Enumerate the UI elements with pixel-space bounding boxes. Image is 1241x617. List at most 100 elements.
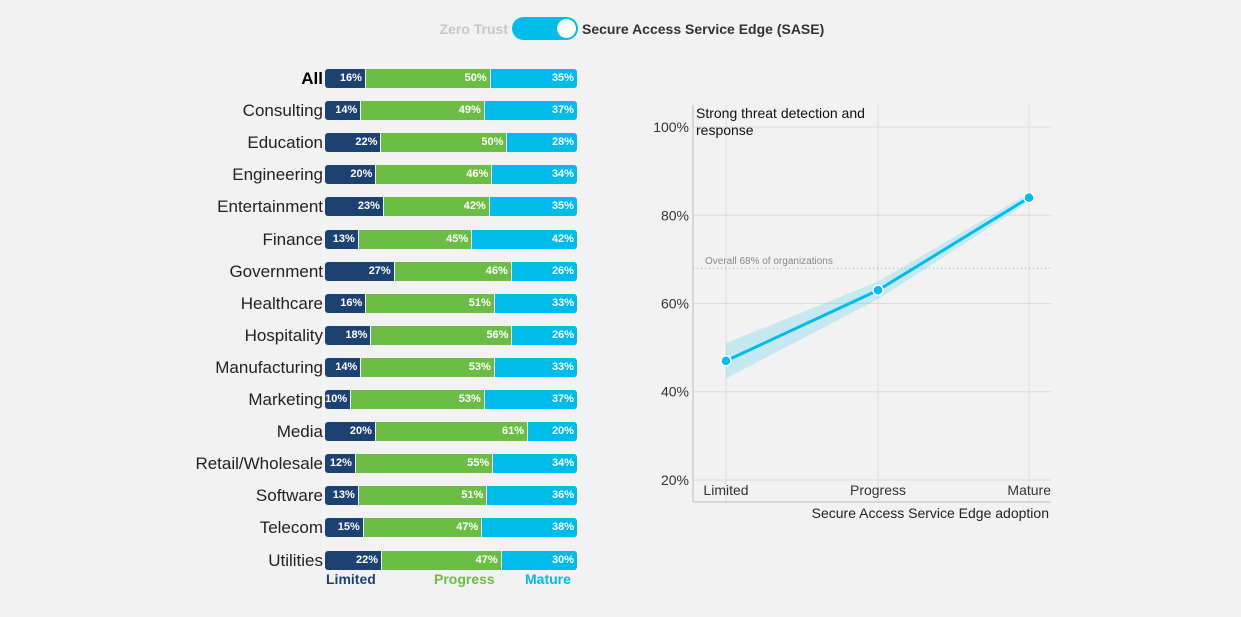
bar-segment-mature[interactable]: 35% <box>488 197 577 217</box>
reference-line-label: Overall 68% of organizations <box>705 256 833 267</box>
bar-segment-mature[interactable]: 34% <box>491 165 577 185</box>
stacked-bar[interactable]: 27% 46% 26% <box>325 261 577 281</box>
data-point[interactable] <box>1023 191 1035 204</box>
bar-row: Retail/Wholesale 12% 55% 34% <box>0 453 600 474</box>
data-point[interactable] <box>872 284 884 297</box>
bar-segment-progress[interactable]: 46% <box>393 261 511 281</box>
bar-segment-mature[interactable]: 30% <box>500 550 577 570</box>
stacked-bar[interactable]: 14% 49% 37% <box>325 101 577 121</box>
bar-row: Marketing 10% 53% 37% <box>0 389 600 410</box>
bar-segment-progress[interactable]: 47% <box>381 550 501 570</box>
stacked-bar[interactable]: 14% 53% 33% <box>325 357 577 377</box>
stacked-bar[interactable]: 20% 46% 34% <box>325 165 577 185</box>
toggle-switch[interactable] <box>512 17 578 40</box>
stacked-bar[interactable]: 22% 47% 30% <box>325 550 577 570</box>
y-tick-label: 40% <box>661 384 689 400</box>
bar-segment-progress[interactable]: 53% <box>350 390 484 409</box>
bar-row: Software 13% 51% 36% <box>0 485 600 506</box>
category-label: Finance <box>262 229 323 249</box>
zero-trust-option[interactable]: Zero Trust <box>439 21 508 37</box>
x-axis-title: Secure Access Service Edge adoption <box>811 505 1049 521</box>
bar-segment-mature[interactable]: 42% <box>471 229 577 249</box>
bar-segment-limited[interactable]: 16% <box>325 69 365 88</box>
bar-segment-limited[interactable]: 23% <box>325 197 383 217</box>
bar-segment-progress[interactable]: 45% <box>357 229 472 249</box>
stacked-bar[interactable]: 12% 55% 34% <box>325 454 577 474</box>
bar-segment-progress[interactable]: 53% <box>360 357 494 377</box>
stacked-bar[interactable]: 16% 50% 35% <box>325 69 577 88</box>
legend-mature: Mature <box>525 571 571 587</box>
stacked-bar[interactable]: 18% 56% 26% <box>325 325 577 345</box>
bar-segment-limited[interactable]: 22% <box>325 133 381 153</box>
category-label: Manufacturing <box>215 357 323 377</box>
bar-segment-limited[interactable]: 13% <box>325 229 358 249</box>
stacked-bar[interactable]: 13% 51% 36% <box>325 486 577 506</box>
bar-segment-progress[interactable]: 51% <box>357 486 487 506</box>
bar-segment-limited[interactable]: 12% <box>325 454 355 474</box>
bar-segment-mature[interactable]: 33% <box>493 357 577 377</box>
stacked-bar[interactable]: 15% 47% 38% <box>325 518 577 538</box>
stacked-bar[interactable]: 16% 51% 33% <box>325 293 577 313</box>
bar-row: Utilities 22% 47% 30% <box>0 550 600 571</box>
category-label: Education <box>247 133 323 153</box>
bar-segment-progress[interactable]: 47% <box>362 518 482 538</box>
legend-limited: Limited <box>326 571 376 587</box>
category-label: Consulting <box>242 101 323 121</box>
bar-segment-mature[interactable]: 37% <box>483 101 577 121</box>
stacked-bar[interactable]: 23% 42% 35% <box>325 197 577 217</box>
bar-row: Media 20% 61% 20% <box>0 421 600 442</box>
bar-segment-progress[interactable]: 51% <box>365 293 494 313</box>
bar-segment-mature[interactable]: 35% <box>489 69 577 88</box>
y-tick-label: 20% <box>661 472 689 488</box>
category-label: Entertainment <box>217 197 323 217</box>
bar-segment-limited[interactable]: 14% <box>325 357 361 377</box>
bar-segment-limited[interactable]: 13% <box>325 486 358 506</box>
bar-segment-limited[interactable]: 20% <box>325 422 375 442</box>
bar-segment-limited[interactable]: 14% <box>325 101 361 121</box>
bar-segment-limited[interactable]: 15% <box>325 518 363 538</box>
stacked-bar[interactable]: 13% 45% 42% <box>325 229 577 249</box>
bar-segment-progress[interactable]: 42% <box>382 197 489 217</box>
bar-segment-mature[interactable]: 37% <box>483 390 577 409</box>
bar-segment-progress[interactable]: 55% <box>354 454 493 474</box>
bar-segment-mature[interactable]: 36% <box>486 486 577 506</box>
category-label: Hospitality <box>244 325 323 345</box>
adoption-toggle: Zero Trust Secure Access Service Edge (S… <box>0 17 1241 41</box>
bar-segment-mature[interactable]: 38% <box>481 518 577 538</box>
bar-segment-mature[interactable]: 28% <box>506 133 577 153</box>
data-point[interactable] <box>720 355 732 367</box>
stacked-bar[interactable]: 20% 61% 20% <box>325 422 577 442</box>
bar-row: Consulting 14% 49% 37% <box>0 100 600 121</box>
line-chart-canvas: 20% 40% 60% 80% 100% Overall 68% of organizat… <box>653 105 1051 503</box>
x-tick-label: Progress <box>850 482 906 498</box>
bar-row: Manufacturing 14% 53% 33% <box>0 357 600 378</box>
y-tick-label: 100% <box>653 119 689 135</box>
bar-segment-mature[interactable]: 33% <box>493 293 577 313</box>
bar-segment-limited[interactable]: 27% <box>325 261 394 281</box>
bar-segment-progress[interactable]: 49% <box>360 101 484 121</box>
stacked-bar[interactable]: 22% 50% 28% <box>325 133 577 153</box>
category-label: Marketing <box>248 390 323 409</box>
category-label: Healthcare <box>240 293 323 313</box>
bar-segment-progress[interactable]: 50% <box>364 69 490 88</box>
bar-segment-limited[interactable]: 18% <box>325 325 371 345</box>
stacked-bar[interactable]: 10% 53% 37% <box>325 390 577 409</box>
bar-segment-mature[interactable]: 26% <box>511 325 577 345</box>
bar-segment-limited[interactable]: 20% <box>325 165 376 185</box>
industry-stacked-bar-chart: All 16% 50% 35% Consulting 14% 49% 37% Education… <box>0 0 600 617</box>
bar-segment-mature[interactable]: 34% <box>492 454 577 474</box>
bar-segment-limited[interactable]: 22% <box>325 550 381 570</box>
category-label: Media <box>276 422 323 442</box>
bar-segment-progress[interactable]: 61% <box>374 422 528 442</box>
sase-option[interactable]: Secure Access Service Edge (SASE) <box>582 21 825 37</box>
bar-segment-progress[interactable]: 46% <box>375 165 492 185</box>
bar-segment-mature[interactable]: 26% <box>510 261 577 281</box>
bar-segment-limited[interactable]: 10% <box>325 390 351 409</box>
bar-segment-mature[interactable]: 20% <box>527 422 577 442</box>
bar-row: Hospitality 18% 56% 26% <box>0 325 600 346</box>
bar-segment-limited[interactable]: 16% <box>325 293 366 313</box>
threat-detection-line-chart: 20% 40% 60% 80% 100% Overall 68% of organizat… <box>640 95 1070 535</box>
bar-segment-progress[interactable]: 56% <box>370 325 512 345</box>
line-chart-title: Strong threat detection and response <box>696 105 865 138</box>
bar-segment-progress[interactable]: 50% <box>380 133 507 153</box>
